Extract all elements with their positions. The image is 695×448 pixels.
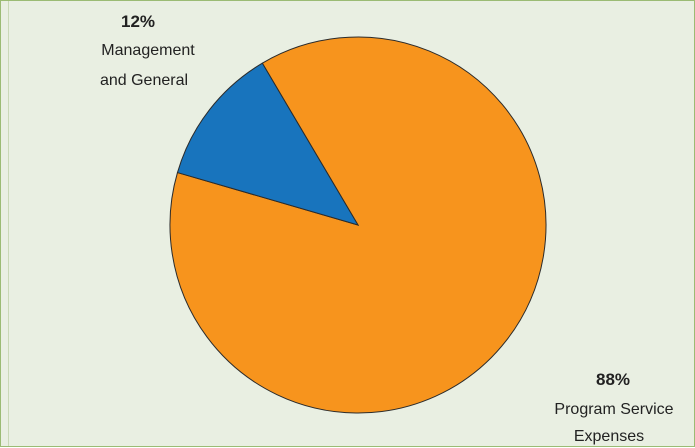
pie-slice-management-and-general: [176, 62, 360, 226]
slice-label-program-line2: Expenses: [574, 428, 644, 445]
pie-slices: [169, 36, 547, 414]
slice-label-management-percent: 12%: [121, 12, 155, 31]
slice-label-program-percent: 88%: [596, 370, 630, 389]
slice-label-management-line2: and General: [100, 72, 188, 89]
slice-label-program-line1: Program Service: [554, 401, 673, 418]
slice-label-management-line1: Management: [101, 42, 195, 59]
